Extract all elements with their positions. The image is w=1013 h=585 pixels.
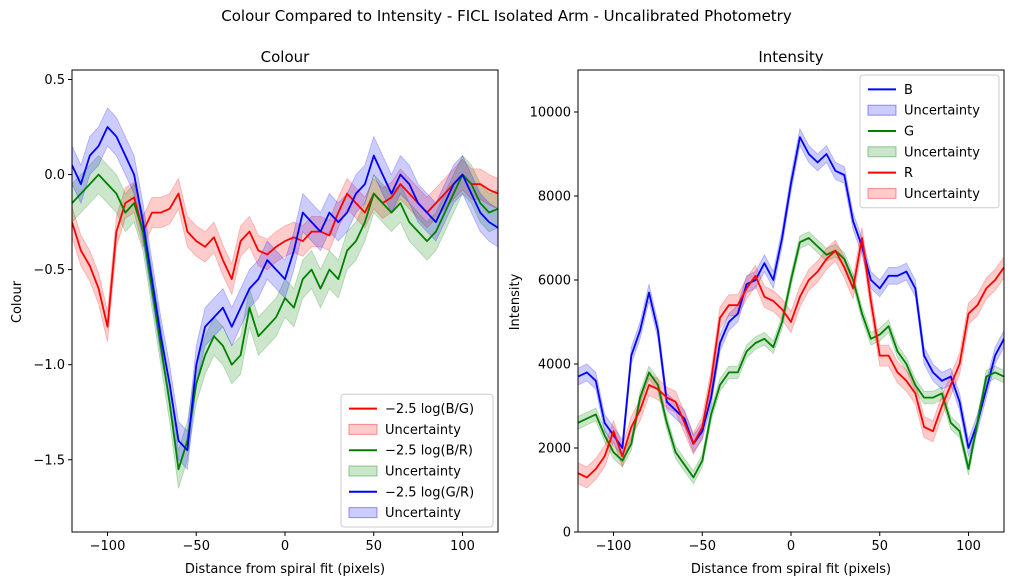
legend-patch (867, 187, 897, 199)
uncertainty-band (578, 231, 1004, 485)
y-tick-label: 0.5 (44, 73, 65, 88)
series-line (578, 237, 1004, 479)
legend-label: −2.5 log(G/R) (385, 485, 474, 500)
y-tick-label: 10000 (530, 106, 571, 121)
y-axis-label: Colour (10, 280, 25, 323)
legend-entry: B (868, 83, 913, 98)
legend-patch (348, 507, 378, 519)
series-line (72, 173, 498, 471)
legend-label: Uncertainty (904, 145, 980, 160)
figure-title: Colour Compared to Intensity - FICL Isol… (221, 7, 792, 25)
legend-entry: −2.5 log(B/R) (349, 444, 473, 459)
x-tick-label: −50 (689, 539, 716, 554)
legend-label: B (904, 83, 913, 98)
legend-entry: Uncertainty (348, 506, 461, 521)
x-tick-label: 100 (450, 539, 475, 554)
legend-entry: Uncertainty (867, 145, 980, 160)
x-tick-label: 50 (871, 539, 888, 554)
uncertainty-band (578, 127, 1004, 458)
legend-label: R (904, 166, 913, 181)
legend-entry: Uncertainty (867, 104, 980, 119)
legend-box (340, 393, 494, 528)
x-tick-label: −100 (596, 539, 632, 554)
y-axis-label: Intensity (508, 273, 523, 330)
plot-area (578, 127, 1004, 489)
uncertainty-band (72, 158, 498, 342)
legend-label: −2.5 log(B/R) (385, 444, 473, 459)
legend-label: −2.5 log(B/G) (385, 402, 474, 417)
x-tick-label: 100 (956, 539, 981, 554)
legend-patch (867, 146, 897, 158)
legend-box (859, 74, 1000, 209)
chart-title: Colour (261, 48, 311, 66)
legend-label: Uncertainty (385, 465, 461, 480)
x-axis-label: Distance from spiral fit (pixels) (185, 562, 385, 577)
x-tick-label: −100 (90, 539, 126, 554)
legend-label: Uncertainty (904, 187, 980, 202)
y-tick-label: 4000 (538, 358, 571, 373)
series-line (578, 136, 1004, 449)
legend-patch (348, 465, 378, 477)
chart-title: Intensity (758, 48, 823, 66)
legend-entry: Uncertainty (348, 423, 461, 438)
legend-label: G (904, 125, 914, 140)
y-tick-label: −1.5 (33, 453, 65, 468)
uncertainty-band (578, 227, 1004, 489)
y-tick-label: 8000 (538, 190, 571, 205)
legend: B Uncertainty G Uncertainty R Uncertainty (859, 74, 1000, 209)
legend-entry: Uncertainty (348, 465, 461, 480)
y-tick-label: 0 (563, 526, 571, 541)
x-tick-label: 0 (281, 539, 289, 554)
y-tick-label: 0.0 (44, 168, 65, 183)
legend-label: Uncertainty (904, 104, 980, 119)
legend-entry: −2.5 log(B/G) (349, 402, 474, 417)
legend-patch (867, 104, 897, 116)
legend-label: Uncertainty (385, 506, 461, 521)
x-tick-label: 0 (787, 539, 795, 554)
y-tick-label: −1.0 (33, 358, 65, 373)
series-line (72, 126, 498, 452)
legend: −2.5 log(B/G) Uncertainty −2.5 log(B/R) Unc… (340, 393, 494, 528)
series-line (578, 237, 1004, 479)
y-tick-label: 2000 (538, 442, 571, 457)
legend-patch (348, 423, 378, 435)
legend-entry: −2.5 log(G/R) (349, 485, 474, 500)
legend-entry: R (868, 166, 913, 181)
x-tick-label: 50 (365, 539, 382, 554)
legend-entry: Uncertainty (867, 187, 980, 202)
plot-area (72, 107, 498, 489)
legend-label: Uncertainty (385, 423, 461, 438)
y-tick-label: 6000 (538, 274, 571, 289)
y-tick-label: −0.5 (33, 263, 65, 278)
legend-entry: G (868, 125, 914, 140)
x-tick-label: −50 (183, 539, 210, 554)
x-axis-label: Distance from spiral fit (pixels) (691, 562, 891, 577)
